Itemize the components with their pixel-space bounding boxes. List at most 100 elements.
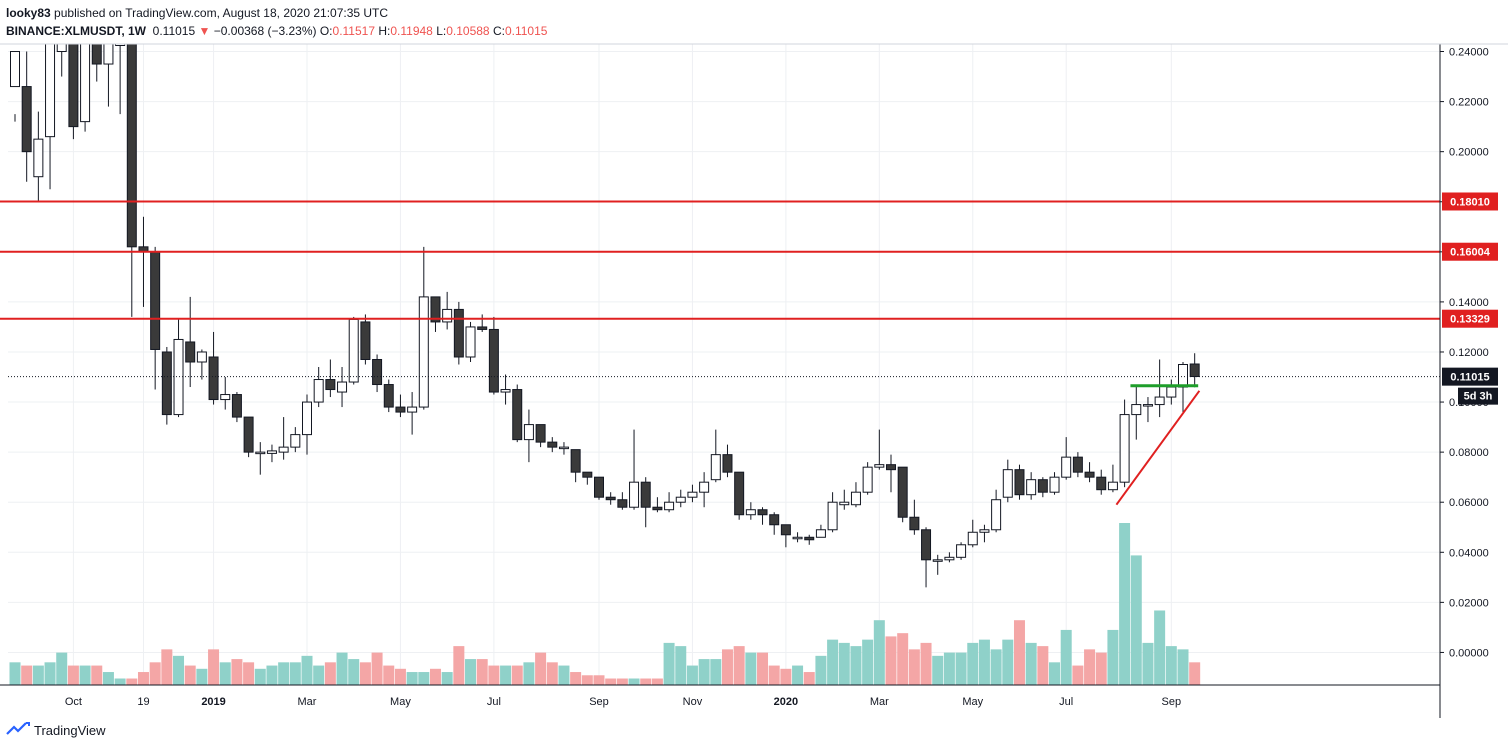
candle-body <box>360 321 371 360</box>
x-tick-label: Sep <box>589 696 609 708</box>
candle-body <box>757 509 768 516</box>
x-tick-label: May <box>390 696 411 708</box>
volume-bar <box>640 678 652 685</box>
candle-body <box>10 51 20 88</box>
volume-bar <box>243 662 255 685</box>
volume-bar <box>44 662 56 685</box>
candle-body <box>699 481 710 493</box>
volume-bar <box>56 652 68 685</box>
volume-bar <box>908 649 920 685</box>
candle-body <box>722 454 733 473</box>
candle-body <box>1178 364 1188 388</box>
volume-bar <box>546 662 558 685</box>
candle-body <box>1189 363 1200 378</box>
candle-body <box>687 491 698 498</box>
candle-body <box>488 328 499 393</box>
volume-bar <box>955 652 967 685</box>
volume-bar <box>301 655 313 685</box>
close-label: C: <box>492 24 505 38</box>
volume-bar <box>978 639 990 685</box>
volume-bar <box>1084 649 1096 685</box>
candle-body <box>453 308 464 358</box>
publisher-name[interactable]: looky83 <box>6 6 51 20</box>
volume-bar <box>126 678 138 685</box>
volume-bar <box>208 649 220 685</box>
candle-body <box>302 401 312 436</box>
candle-body <box>208 356 219 401</box>
candle-body <box>372 358 383 386</box>
y-tick-label: 0.20000 <box>1449 147 1489 159</box>
chart-axes: 0.240000.220000.200000.180000.160000.140… <box>0 43 1508 718</box>
volume-bar <box>21 665 33 685</box>
volume-bar <box>1013 620 1025 685</box>
volume-bar <box>1130 555 1142 685</box>
candle-body <box>255 451 266 455</box>
volume-bar <box>102 672 114 685</box>
candle-body <box>932 559 943 562</box>
volume-bar <box>897 633 909 685</box>
volume-bar <box>1037 646 1049 685</box>
volume-bar <box>196 668 208 685</box>
candle-body <box>664 501 675 511</box>
volume-bar <box>1049 662 1061 685</box>
candle-body <box>862 466 873 493</box>
candle-body <box>652 506 663 511</box>
volume-bar <box>429 668 441 685</box>
level-price-tag <box>1442 309 1498 328</box>
candle-body <box>1166 386 1177 398</box>
candle-body <box>1119 414 1130 483</box>
trend-line <box>1115 390 1201 506</box>
candle-body <box>418 296 429 408</box>
candle-body <box>1049 476 1060 493</box>
volume-bar <box>348 659 360 685</box>
volume-bar <box>593 675 605 685</box>
volume-bar <box>663 642 675 685</box>
volume-bar <box>219 662 231 685</box>
candle-body <box>21 86 32 153</box>
candle-body <box>348 318 359 383</box>
y-tick-label: 0.14000 <box>1449 297 1489 309</box>
candle-body <box>91 43 102 65</box>
y-tick-label: 0.12000 <box>1449 347 1489 359</box>
candle-body <box>745 509 756 516</box>
y-tick-label: 0.08000 <box>1449 447 1489 459</box>
candle-body <box>68 43 79 128</box>
volume-bar <box>1072 665 1084 685</box>
high-value: 0.11948 <box>390 24 433 38</box>
volume-bar <box>278 662 290 685</box>
tradingview-footer[interactable]: TradingView <box>6 722 106 738</box>
volume-bar <box>990 649 1002 685</box>
candle-body <box>839 501 850 506</box>
volume-bar <box>1189 662 1201 685</box>
candle-body <box>1107 481 1118 491</box>
volume-bar <box>943 652 955 685</box>
candle-body <box>710 454 721 481</box>
candle-body <box>850 491 861 506</box>
y-tick-label: 0.24000 <box>1449 47 1489 59</box>
candle-body <box>1142 404 1153 407</box>
volume-bar <box>768 665 780 685</box>
candle-body <box>523 424 534 441</box>
x-tick-label: May <box>962 696 983 708</box>
candle-body <box>500 389 511 393</box>
candle-body <box>617 499 628 508</box>
x-tick-label: Jul <box>1059 696 1073 708</box>
x-tick-label: Jul <box>487 696 501 708</box>
candle-body <box>547 441 558 448</box>
x-tick-label: Mar <box>870 696 889 708</box>
volume-bar <box>838 642 850 685</box>
candle-body <box>173 338 184 416</box>
tradingview-logo-icon <box>6 722 30 735</box>
low-value: 0.10588 <box>446 24 490 38</box>
y-tick-label: 0.02000 <box>1449 597 1489 609</box>
volume-bar <box>1002 639 1014 685</box>
candle-body <box>126 43 137 248</box>
volume-bars <box>9 523 1201 685</box>
candle-body <box>1084 471 1095 478</box>
volume-bar <box>1177 649 1189 685</box>
candle-body <box>886 464 896 471</box>
x-tick-label: Mar <box>298 696 317 708</box>
symbol-label[interactable]: BINANCE:XLMUSDT, 1W <box>6 24 146 38</box>
candle-body <box>675 496 686 503</box>
